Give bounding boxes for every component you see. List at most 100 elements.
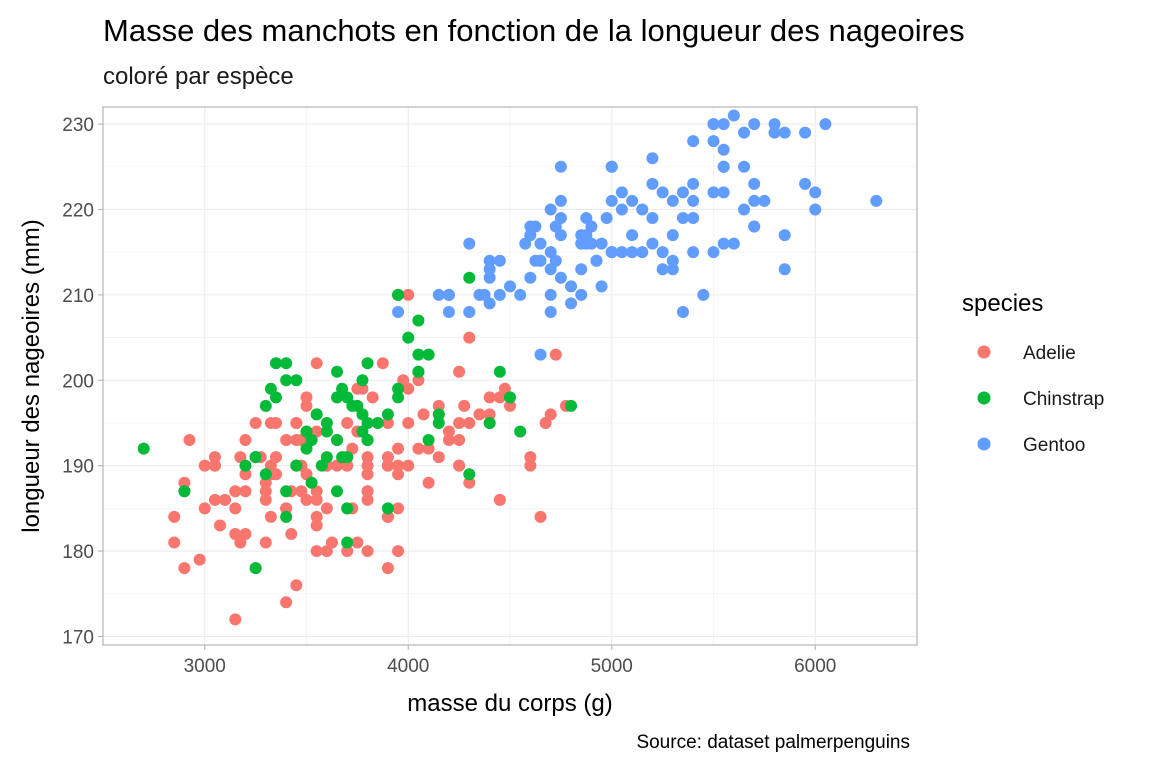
data-point [748,177,761,190]
data-point [432,451,445,464]
data-point [310,510,323,523]
data-point [768,126,781,139]
series-chinstrap [137,271,578,575]
data-point [381,459,394,472]
data-point [626,229,639,242]
data-point [412,365,425,378]
legend-label: Gentoo [1023,435,1085,456]
data-point [666,229,679,242]
data-point [687,177,700,190]
data-point [320,425,333,438]
data-point [137,442,150,455]
data-point [738,126,751,139]
data-point [234,536,247,549]
data-point [727,237,740,250]
data-point [259,485,272,498]
data-point [249,451,262,464]
data-point [493,254,506,267]
data-point [666,263,679,276]
data-point [183,434,196,447]
data-point [280,502,293,515]
data-point [514,288,527,301]
plot-panel-border [102,106,918,646]
data-point [356,382,369,395]
data-point [280,357,293,370]
data-point [463,476,476,489]
chart-subtitle: coloré par espèce [103,63,294,90]
data-point [646,237,659,250]
data-point [259,493,272,506]
data-point [305,434,318,447]
data-point [809,186,822,199]
data-point [687,212,700,225]
data-point [453,365,466,378]
legend-label: Adelie [1023,343,1076,364]
data-point [453,459,466,472]
data-point [290,459,303,472]
data-point [626,194,639,207]
data-point [310,408,323,421]
data-point [371,416,384,429]
data-point [280,510,293,523]
data-point [483,408,496,421]
x-axis-title: masse du corps (g) [407,690,612,717]
y-axis-title: longueur des nageoires (mm) [18,219,45,533]
data-point [442,425,455,438]
y-tick-label: 210 [62,286,94,307]
data-point [646,152,659,165]
data-point [422,348,435,361]
data-point [392,502,405,515]
data-point [361,357,374,370]
data-point [229,502,242,515]
data-point [676,186,689,199]
data-point [168,510,181,523]
data-point [193,553,206,566]
data-point [478,288,491,301]
data-point [168,536,181,549]
data-point [666,194,679,207]
data-point [656,263,669,276]
data-point [305,476,318,489]
data-point [463,468,476,481]
data-point [208,451,221,464]
data-point [249,562,262,575]
data-point [381,451,394,464]
data-point [432,408,445,421]
data-point [534,348,547,361]
y-tick-label: 220 [62,200,94,221]
chart-caption: Source: dataset palmerpenguins [636,732,910,753]
data-point [376,357,389,370]
data-point [636,203,649,216]
data-point [707,246,720,259]
legend-key [977,391,991,405]
data-point [361,485,374,498]
data-point [442,305,455,318]
data-point [554,160,567,173]
x-tick-label: 6000 [794,656,836,677]
data-point [529,254,542,267]
data-point [493,493,506,506]
data-point [422,442,435,455]
data-point [524,271,537,284]
y-tick-label: 230 [62,115,94,136]
data-point [463,305,476,318]
data-point [341,416,354,429]
data-point [778,229,791,242]
y-tick-label: 180 [62,542,94,563]
legend-item-adelie: Adelie [977,343,1076,364]
data-point [356,374,369,387]
plot-grid [102,107,918,645]
data-point [341,536,354,549]
data-point [565,297,578,310]
legend-key [977,437,991,451]
data-point [565,399,578,412]
data-point [320,502,333,515]
x-tick-label: 3000 [184,656,226,677]
data-point [707,135,720,148]
data-point [239,468,252,481]
data-point [519,237,532,250]
data-point [214,519,227,532]
data-point [269,416,282,429]
data-point [336,451,349,464]
data-point [544,408,557,421]
